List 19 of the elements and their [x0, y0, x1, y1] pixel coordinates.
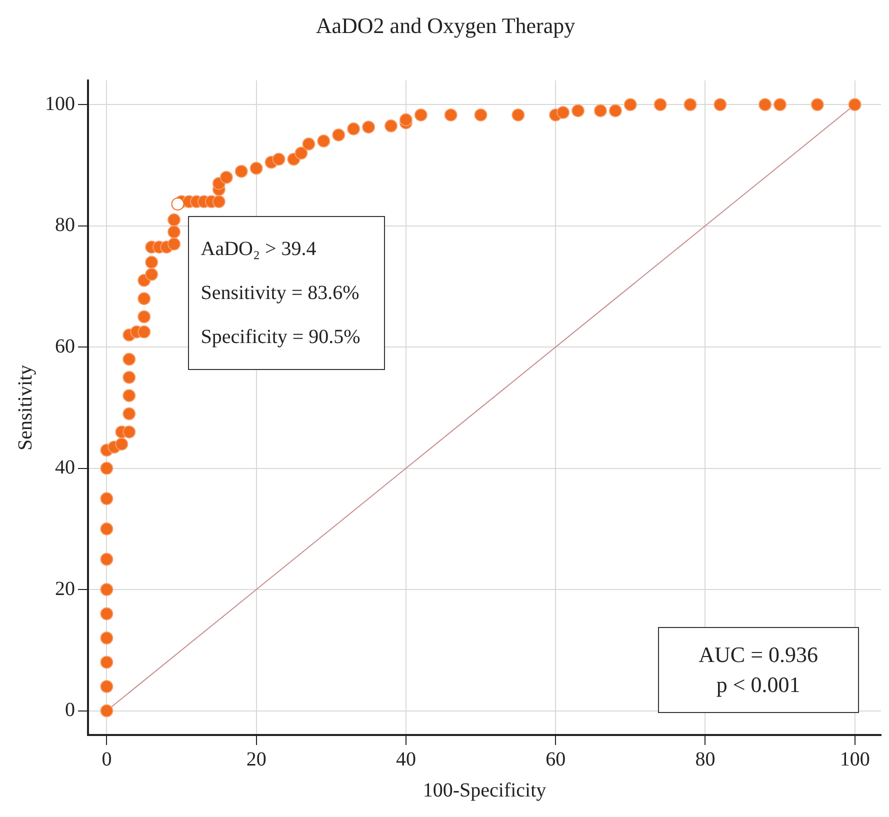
x-tick-label: 40 [396, 748, 416, 770]
x-axis-title: 100-Specificity [422, 779, 546, 802]
x-tick-label: 0 [102, 748, 112, 770]
annotation: AUC = 0.936 p < 0.001 [698, 641, 818, 699]
y-tick-label: 20 [55, 578, 75, 600]
x-tick-label: 80 [695, 748, 716, 770]
y-axis-title: Sensitivity [14, 364, 36, 450]
x-tick-label: 20 [246, 748, 266, 770]
x-tick-label: 100 [840, 748, 870, 770]
text-box: AUC = 0.936 p < 0.001 [658, 627, 859, 713]
y-tick-label: 40 [55, 456, 75, 479]
chart-title: AaDO2 and Oxygen Therapy [316, 12, 576, 38]
y-tick-label: 60 [55, 335, 75, 358]
y-tick-label: 100 [45, 92, 75, 115]
x-tick-label: 60 [546, 748, 566, 770]
text-box: AaDO₂ > 39.4 Sensitivity = 83.6% Specificity = 90.5% [188, 216, 386, 370]
y-tick-label: 80 [55, 214, 75, 236]
annotation: AaDO₂ > 39.4 Sensitivity = 83.6% Specificity = 90.5% [200, 237, 360, 350]
y-tick-label: 0 [65, 699, 75, 722]
